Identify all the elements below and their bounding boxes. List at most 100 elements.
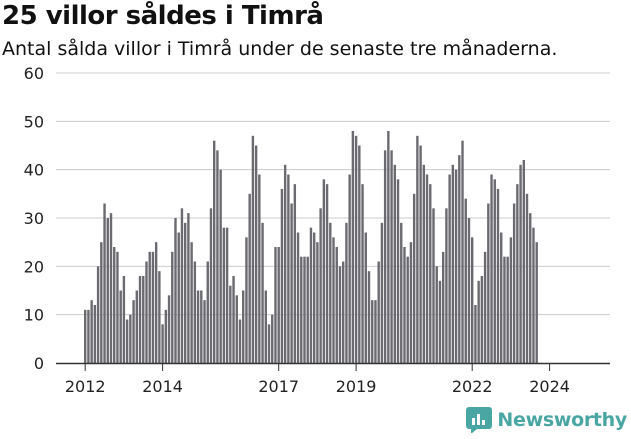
x-axis: 2012 2014 2017 2019 2022 2024 bbox=[56, 362, 610, 396]
bar bbox=[325, 184, 329, 363]
bar bbox=[122, 276, 126, 363]
bar bbox=[209, 208, 213, 363]
bar bbox=[406, 256, 409, 363]
annotation: 25 bbox=[537, 0, 561, 6]
bar bbox=[254, 145, 258, 363]
bar bbox=[532, 227, 535, 363]
bar bbox=[132, 300, 135, 363]
bar bbox=[116, 251, 119, 363]
bar bbox=[432, 208, 435, 363]
bar bbox=[390, 150, 393, 363]
bar bbox=[219, 169, 222, 363]
bar bbox=[177, 232, 180, 363]
bar bbox=[500, 232, 503, 363]
bar bbox=[367, 271, 371, 363]
bar bbox=[329, 222, 332, 363]
bar bbox=[229, 285, 232, 363]
bar bbox=[206, 261, 209, 363]
bar bbox=[354, 135, 358, 363]
bar bbox=[461, 140, 464, 363]
bar bbox=[287, 174, 290, 363]
bar bbox=[480, 276, 484, 363]
bar bbox=[506, 256, 509, 363]
bar bbox=[322, 179, 326, 363]
bar bbox=[277, 247, 280, 363]
bar bbox=[535, 242, 538, 363]
bar bbox=[145, 261, 148, 363]
bar bbox=[364, 232, 367, 363]
bar bbox=[87, 309, 90, 363]
bar bbox=[319, 208, 322, 363]
bar bbox=[100, 242, 103, 363]
bar bbox=[483, 251, 487, 363]
bar bbox=[180, 208, 184, 363]
bar bbox=[348, 174, 351, 363]
y-tick-label: 60 bbox=[24, 64, 44, 83]
bar bbox=[487, 203, 490, 363]
bar bbox=[519, 164, 522, 363]
bar bbox=[135, 290, 138, 363]
bar bbox=[509, 237, 513, 363]
bar bbox=[529, 213, 532, 363]
bar bbox=[374, 300, 377, 363]
bar bbox=[167, 295, 171, 363]
bar bbox=[396, 179, 400, 363]
bar bbox=[296, 232, 300, 363]
bar bbox=[113, 247, 116, 363]
bar bbox=[248, 193, 251, 363]
bar bbox=[232, 276, 235, 363]
bar bbox=[316, 242, 319, 363]
bar bbox=[96, 266, 100, 363]
bar bbox=[409, 242, 413, 363]
chart-subtitle: Antal sålda villor i Timrå under de sena… bbox=[2, 38, 558, 60]
y-tick-label: 50 bbox=[24, 112, 44, 131]
bar bbox=[458, 155, 461, 363]
bar bbox=[371, 300, 374, 363]
bar bbox=[200, 290, 203, 363]
bar bbox=[496, 189, 500, 363]
bar bbox=[90, 300, 93, 363]
x-tick-label: 2014 bbox=[142, 377, 183, 396]
bar bbox=[309, 227, 313, 363]
bar bbox=[525, 193, 529, 363]
chart-title: 25 villor såldes i Timrå bbox=[2, 1, 324, 31]
bar bbox=[151, 251, 155, 363]
bar bbox=[464, 198, 467, 363]
bar bbox=[164, 309, 168, 363]
bar bbox=[306, 256, 309, 363]
x-tick-label: 2012 bbox=[65, 377, 106, 396]
bar bbox=[342, 261, 345, 363]
bar bbox=[222, 227, 226, 363]
y-tick-label: 40 bbox=[24, 161, 44, 180]
bar bbox=[448, 174, 451, 363]
bar bbox=[422, 164, 426, 363]
bar bbox=[154, 242, 158, 363]
bar bbox=[161, 324, 164, 363]
bar bbox=[251, 135, 255, 363]
bars bbox=[84, 131, 538, 363]
bar bbox=[332, 237, 335, 363]
x-tick-label: 2024 bbox=[529, 377, 570, 396]
newsworthy-logo-icon bbox=[466, 407, 493, 433]
bar bbox=[358, 145, 361, 363]
bar bbox=[416, 135, 419, 363]
bar bbox=[512, 203, 516, 363]
bar bbox=[142, 276, 145, 363]
bar bbox=[451, 164, 455, 363]
bar bbox=[403, 247, 406, 363]
bar bbox=[109, 213, 113, 363]
bar bbox=[429, 184, 432, 363]
bar bbox=[477, 280, 480, 363]
bar bbox=[377, 261, 380, 363]
bar bbox=[435, 266, 438, 363]
bar bbox=[438, 280, 442, 363]
bar bbox=[425, 174, 429, 363]
bar bbox=[338, 266, 342, 363]
bar bbox=[493, 179, 496, 363]
bar bbox=[467, 218, 471, 363]
bar bbox=[106, 218, 109, 363]
bar bbox=[242, 290, 245, 363]
bar bbox=[387, 131, 390, 363]
bar bbox=[419, 145, 422, 363]
bar bbox=[216, 150, 219, 363]
